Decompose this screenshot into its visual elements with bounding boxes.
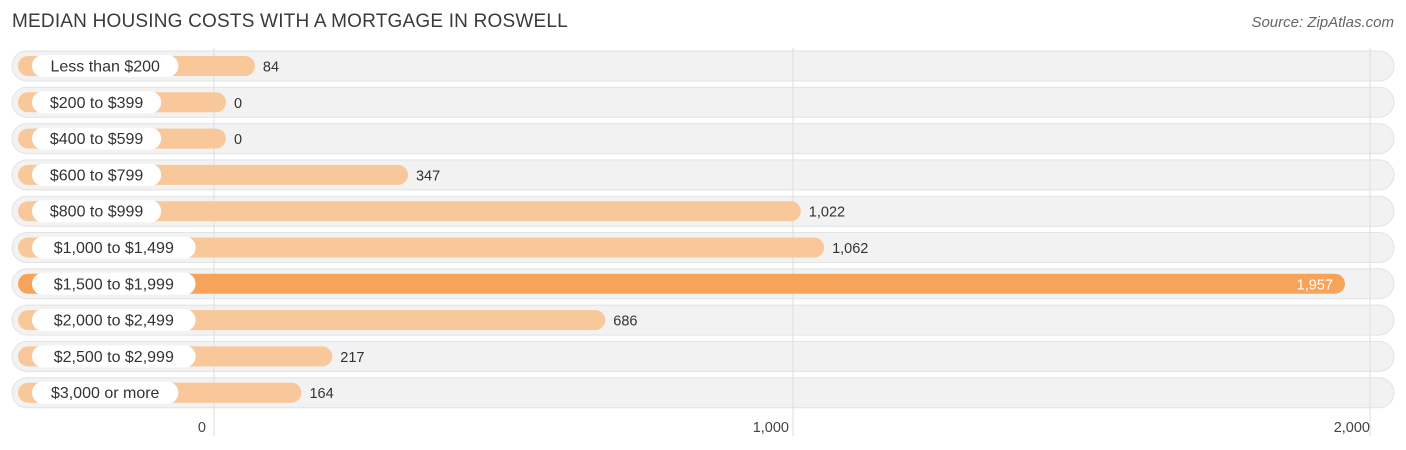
category-label: $200 to $399	[50, 95, 144, 112]
category-pill	[32, 345, 196, 368]
value-label: 1,022	[809, 205, 845, 221]
bar	[18, 273, 1345, 294]
chart-title: MEDIAN HOUSING COSTS WITH A MORTGAGE IN …	[12, 11, 568, 32]
category-label: $400 to $599	[50, 131, 144, 148]
row-track	[11, 377, 1395, 409]
value-label: 347	[416, 168, 440, 184]
x-tick-label: 2,000	[1334, 420, 1370, 436]
category-label: $3,000 or more	[51, 385, 160, 402]
value-label: 0	[234, 132, 242, 148]
category-label: $1,500 to $1,999	[54, 276, 174, 293]
category-label: $2,000 to $2,499	[54, 313, 174, 330]
x-tick-label: 1,000	[753, 420, 789, 436]
value-label: 0	[234, 96, 242, 112]
bar	[18, 237, 825, 258]
row-track	[11, 86, 1395, 118]
category-label: $2,500 to $2,999	[54, 349, 174, 366]
category-pill	[32, 236, 196, 259]
chart-source: Source: ZipAtlas.com	[1251, 14, 1394, 31]
category-label: $800 to $999	[50, 204, 144, 221]
value-label: 1,062	[832, 241, 868, 257]
category-pill	[32, 55, 179, 77]
category-label: Less than $200	[50, 59, 160, 76]
category-pill	[32, 163, 162, 186]
category-pill	[32, 200, 162, 223]
x-tick-label: 0	[198, 420, 206, 436]
value-label: 164	[309, 386, 333, 402]
row-track	[11, 340, 1395, 372]
bars: Less than $200 84 $200 to $399 0 $400 to $59…	[18, 55, 1345, 404]
value-label: 84	[263, 60, 279, 76]
category-pill	[32, 381, 179, 404]
bar	[18, 201, 801, 222]
value-label: 686	[613, 314, 637, 330]
category-pill	[32, 272, 196, 295]
category-pill	[32, 127, 162, 150]
category-label: $1,000 to $1,499	[54, 240, 174, 257]
value-label: 217	[340, 350, 364, 366]
category-pill	[32, 309, 196, 332]
row-track	[11, 123, 1395, 155]
category-label: $600 to $799	[50, 167, 144, 184]
category-pill	[32, 91, 162, 114]
row-track	[11, 50, 1395, 82]
value-label: 1,957	[1297, 277, 1333, 293]
